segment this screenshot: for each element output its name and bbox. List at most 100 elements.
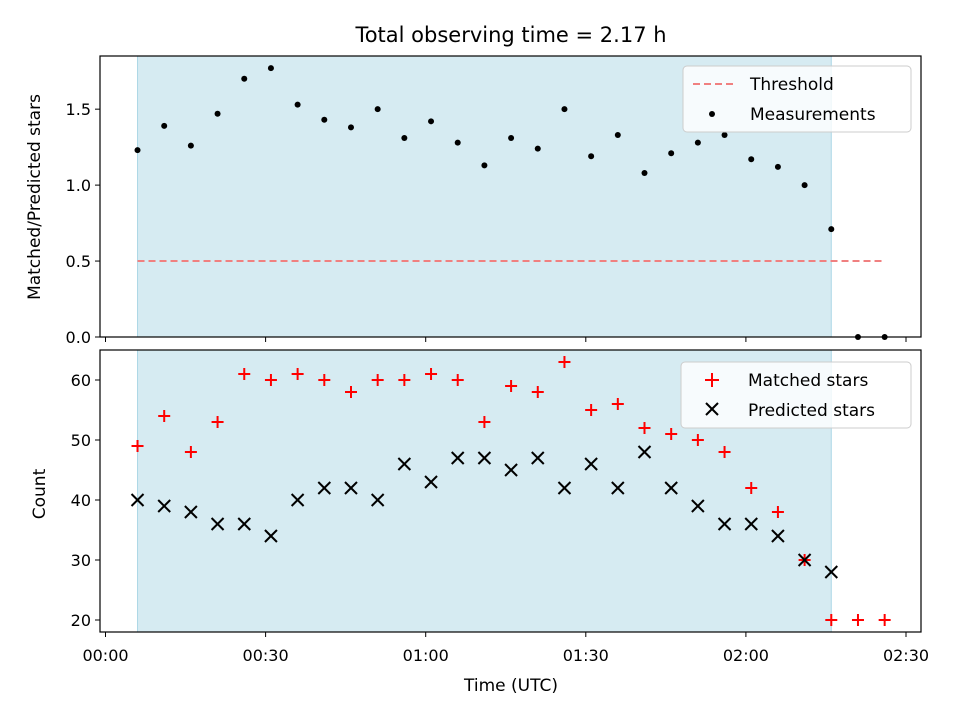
measurement-point	[161, 122, 168, 129]
bottom-axes-frame	[99, 349, 922, 633]
bottom-panel: Count Time (UTC) 20 30 40 50 60 00:00 00:30 01:…	[30, 349, 929, 696]
measurement-point	[694, 139, 701, 146]
measurement-point	[294, 101, 301, 108]
matched-star-point	[771, 506, 784, 518]
measurement-point	[828, 226, 835, 233]
x-tick-label: 01:30	[563, 646, 609, 665]
top-y-axis-label: Matched/Predicted stars	[25, 94, 45, 300]
measurement-point	[534, 145, 541, 152]
legend-predicted-label: Predicted stars	[748, 401, 875, 421]
measurement-point	[428, 118, 435, 125]
matched-star-point	[718, 446, 731, 458]
predicted-star-stroke-b	[691, 499, 705, 513]
matched-star-point	[211, 416, 224, 428]
predicted-star-stroke-b	[370, 493, 385, 507]
measurement-point	[748, 156, 755, 163]
x-tick-label: 02:30	[883, 646, 929, 665]
top-legend-box	[682, 65, 912, 133]
legend-matched-label: Matched stars	[748, 371, 868, 391]
matched-star-point	[825, 614, 838, 626]
predicted-star-point	[744, 517, 758, 531]
predicted-star-point	[504, 463, 518, 477]
predicted-star-point	[157, 499, 171, 513]
matched-star-point	[158, 410, 171, 422]
measurement-point	[481, 162, 488, 169]
measurement-point	[321, 116, 328, 123]
predicted-star-point	[797, 553, 812, 567]
predicted-star-point	[557, 481, 572, 495]
measurement-point	[668, 150, 675, 157]
predicted-star-stroke-b	[317, 481, 332, 495]
top-y-tick-label: 1.5	[66, 100, 91, 119]
predicted-star-stroke-b	[531, 451, 545, 465]
measurement-point	[374, 106, 381, 113]
matched-star-point	[611, 398, 624, 410]
bottom-y-tick-label: 30	[71, 551, 91, 570]
bottom-legend: Matched stars Predicted stars	[680, 361, 912, 429]
matched-star-point	[531, 386, 544, 398]
predicted-star-point	[344, 481, 358, 495]
predicted-star-stroke-b	[477, 451, 492, 465]
predicted-star-point	[264, 529, 278, 543]
chart-title: Total observing time = 2.17 h	[354, 23, 666, 47]
measurement-point	[401, 135, 408, 142]
x-tick-label: 01:00	[403, 646, 449, 665]
matched-star-point	[878, 614, 891, 626]
predicted-star-stroke-b	[264, 529, 278, 543]
measurement-point	[214, 110, 221, 117]
measurement-point	[588, 153, 595, 160]
legend-threshold-label: Threshold	[749, 75, 834, 95]
legend-measurements-swatch	[709, 111, 715, 117]
predicted-star-point	[477, 451, 492, 465]
predicted-star-stroke-b	[797, 553, 812, 567]
predicted-star-stroke-b	[397, 457, 412, 471]
matched-star-point	[665, 428, 678, 440]
predicted-star-point	[370, 493, 385, 507]
bottom-y-tick-label: 40	[71, 491, 91, 510]
x-axis-label: Time (UTC)	[463, 676, 558, 696]
top-y-tick-label: 1.0	[66, 176, 91, 195]
legend-predicted-swatch	[705, 402, 719, 416]
predicted-star-point	[824, 565, 838, 579]
matched-star-point	[585, 404, 598, 416]
bottom-legend-box	[680, 361, 912, 429]
predicted-star-stroke-b	[611, 481, 625, 495]
predicted-star-stroke-b	[664, 481, 678, 495]
predicted-star-stroke-b	[451, 451, 465, 465]
predicted-star-stroke-b	[717, 517, 732, 531]
predicted-star-stroke-b	[424, 475, 438, 489]
predicted-star-stroke-b	[237, 517, 251, 531]
top-axes-frame	[99, 55, 922, 338]
x-tick-label: 00:30	[243, 646, 289, 665]
predicted-star-stroke-b	[824, 565, 838, 579]
predicted-star-stroke-b	[744, 517, 758, 531]
matched-star-point	[638, 422, 651, 434]
predicted-star-point	[664, 481, 678, 495]
predicted-star-point	[771, 529, 785, 543]
matched-star-point	[505, 380, 518, 392]
predicted-star-point	[290, 493, 305, 507]
matched-star-point	[238, 368, 251, 380]
measurement-point	[614, 131, 621, 138]
matched-star-point	[371, 374, 384, 386]
predicted-star-point	[130, 493, 145, 507]
measurement-point	[561, 106, 568, 113]
top-y-tick-label: 0.0	[66, 328, 91, 347]
predicted-star-point	[317, 481, 332, 495]
measurement-point	[774, 163, 781, 170]
predicted-star-point	[584, 457, 598, 471]
predicted-star-stroke-b	[771, 529, 785, 543]
matched-star-point	[691, 434, 704, 446]
measurement-point	[187, 142, 194, 149]
matched-star-point	[451, 374, 464, 386]
measurement-point	[241, 75, 248, 82]
legend-matched-swatch	[705, 373, 719, 387]
matched-star-point	[318, 374, 331, 386]
predicted-star-point	[691, 499, 705, 513]
top-panel: Total observing time = 2.17 h Matched/Pr…	[25, 23, 922, 347]
matched-star-point	[184, 446, 197, 458]
predicted-star-stroke-b	[157, 499, 171, 513]
predicted-star-point	[531, 451, 545, 465]
matched-star-point	[264, 374, 277, 386]
